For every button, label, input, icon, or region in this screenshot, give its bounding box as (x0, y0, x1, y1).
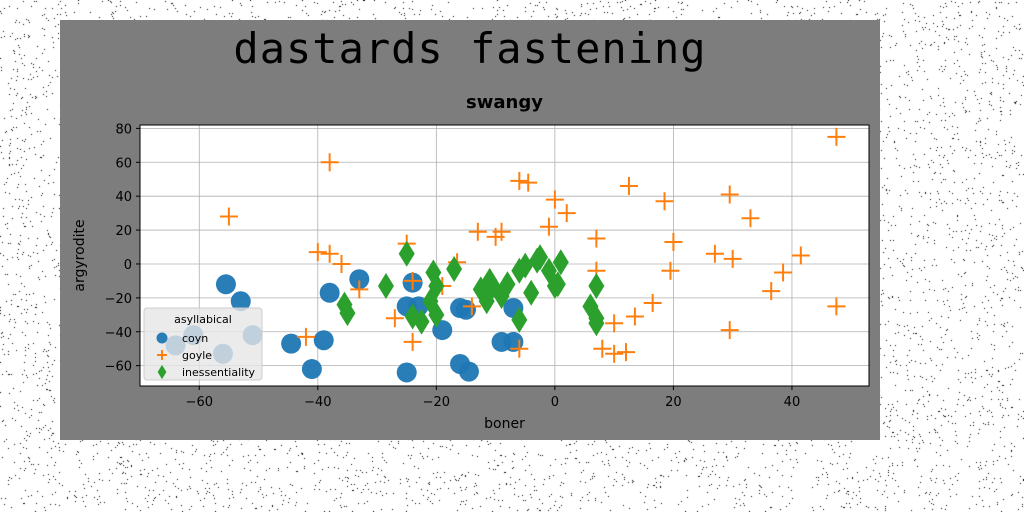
coyn-point (215, 274, 236, 295)
x-axis-label: boner (484, 416, 525, 432)
goyle-point (403, 271, 422, 290)
goyle-point (545, 190, 564, 209)
axis-ticks: −60 −40 −20 0 20 40 −60 −40 −20 0 20 40 60 80 (105, 122, 801, 410)
goyle-point (296, 327, 315, 346)
goyle-point (385, 309, 404, 328)
inessentiality-point (588, 273, 605, 300)
goyle-point (762, 282, 781, 301)
coyn-point (396, 362, 417, 383)
y-tick-label: 60 (115, 156, 132, 171)
goyle-point (557, 204, 576, 223)
goyle-point (320, 244, 339, 263)
goyle-point (791, 246, 810, 265)
inessentiality-point (517, 252, 534, 279)
goyle-point (519, 173, 538, 192)
legend-label-coyn: coyn (182, 332, 208, 345)
series-inessentiality (336, 240, 605, 337)
goyle-point (350, 280, 369, 299)
goyle-point (827, 297, 846, 316)
goyle-point (827, 127, 846, 146)
goyle-point (720, 321, 739, 340)
inessentiality-point (339, 300, 356, 327)
inessentiality-point (398, 240, 415, 267)
goyle-point (617, 343, 635, 362)
goyle-point (539, 217, 558, 236)
coyn-point (230, 291, 251, 312)
goyle-point (625, 307, 644, 326)
goyle-point (723, 249, 742, 268)
coyn-point (301, 359, 322, 380)
goyle-point (219, 207, 238, 226)
coyn-point (319, 282, 340, 303)
y-tick-label: 0 (124, 258, 132, 273)
goyle-point (492, 222, 511, 241)
goyle-point (320, 153, 339, 172)
goyle-point (664, 232, 683, 251)
goyle-point (587, 229, 606, 248)
y-tick-label: −20 (105, 292, 132, 307)
y-tick-label: 20 (115, 224, 132, 239)
goyle-point (741, 209, 760, 228)
x-tick-label: 20 (665, 395, 682, 410)
goyle-point (468, 222, 487, 241)
goyle-point (705, 244, 724, 263)
coyn-point (455, 299, 476, 320)
legend-marker-coyn (156, 332, 168, 344)
y-tick-label: −40 (105, 326, 132, 341)
inessentiality-point (588, 310, 605, 337)
x-tick-label: 40 (784, 395, 801, 410)
legend-title: asyllabical (174, 313, 232, 326)
goyle-point (462, 297, 481, 316)
figure-suptitle: dastards fastening (233, 24, 707, 73)
coyn-point (458, 361, 479, 382)
goyle-point (661, 261, 680, 280)
y-tick-label: 80 (115, 122, 132, 137)
coyn-point (349, 269, 370, 290)
inessentiality-point (428, 273, 445, 300)
inessentiality-point (499, 271, 516, 298)
inessentiality-point (511, 306, 528, 333)
x-tick-label: −20 (423, 395, 450, 410)
y-tick-label: −60 (105, 360, 132, 375)
plot-title: swangy (466, 92, 543, 113)
coyn-point (313, 330, 334, 351)
legend-marker-goyle (157, 350, 167, 360)
inessentiality-point (446, 256, 463, 283)
inessentiality-point (523, 279, 540, 306)
series-goyle (219, 127, 846, 363)
goyle-point (308, 243, 327, 262)
inessentiality-point (549, 271, 566, 298)
x-tick-label: −40 (304, 395, 331, 410)
goyle-point (510, 339, 529, 358)
plot-frame (139, 124, 870, 387)
y-axis-label: argyrodite (72, 219, 88, 291)
goyle-point (605, 314, 624, 333)
legend-box (143, 307, 263, 381)
inessentiality-point (377, 273, 394, 300)
goyle-point (593, 339, 612, 358)
legend-label-inessentiality: inessentiality (182, 366, 256, 379)
x-tick-label: 0 (551, 395, 559, 410)
legend-marker-inessentiality (157, 364, 167, 380)
y-tick-label: 40 (115, 190, 132, 205)
inessentiality-point (552, 249, 569, 276)
data-points (165, 127, 846, 383)
goyle-point (510, 171, 529, 190)
inessentiality-point (532, 244, 549, 271)
inessentiality-point (413, 308, 430, 335)
coyn-point (281, 333, 302, 354)
goyle-point (774, 263, 793, 282)
goyle-point (332, 254, 351, 273)
legend-label-goyle: goyle (182, 349, 212, 362)
inessentiality-point (428, 301, 445, 328)
legend: asyllabical coyn goyle inessentiality (143, 307, 263, 381)
goyle-point (643, 293, 662, 312)
goyle-point (619, 177, 638, 196)
x-tick-label: −60 (186, 395, 213, 410)
goyle-point (720, 185, 739, 204)
goyle-point (605, 344, 624, 363)
goyle-point (403, 332, 422, 351)
goyle-point (655, 192, 674, 211)
